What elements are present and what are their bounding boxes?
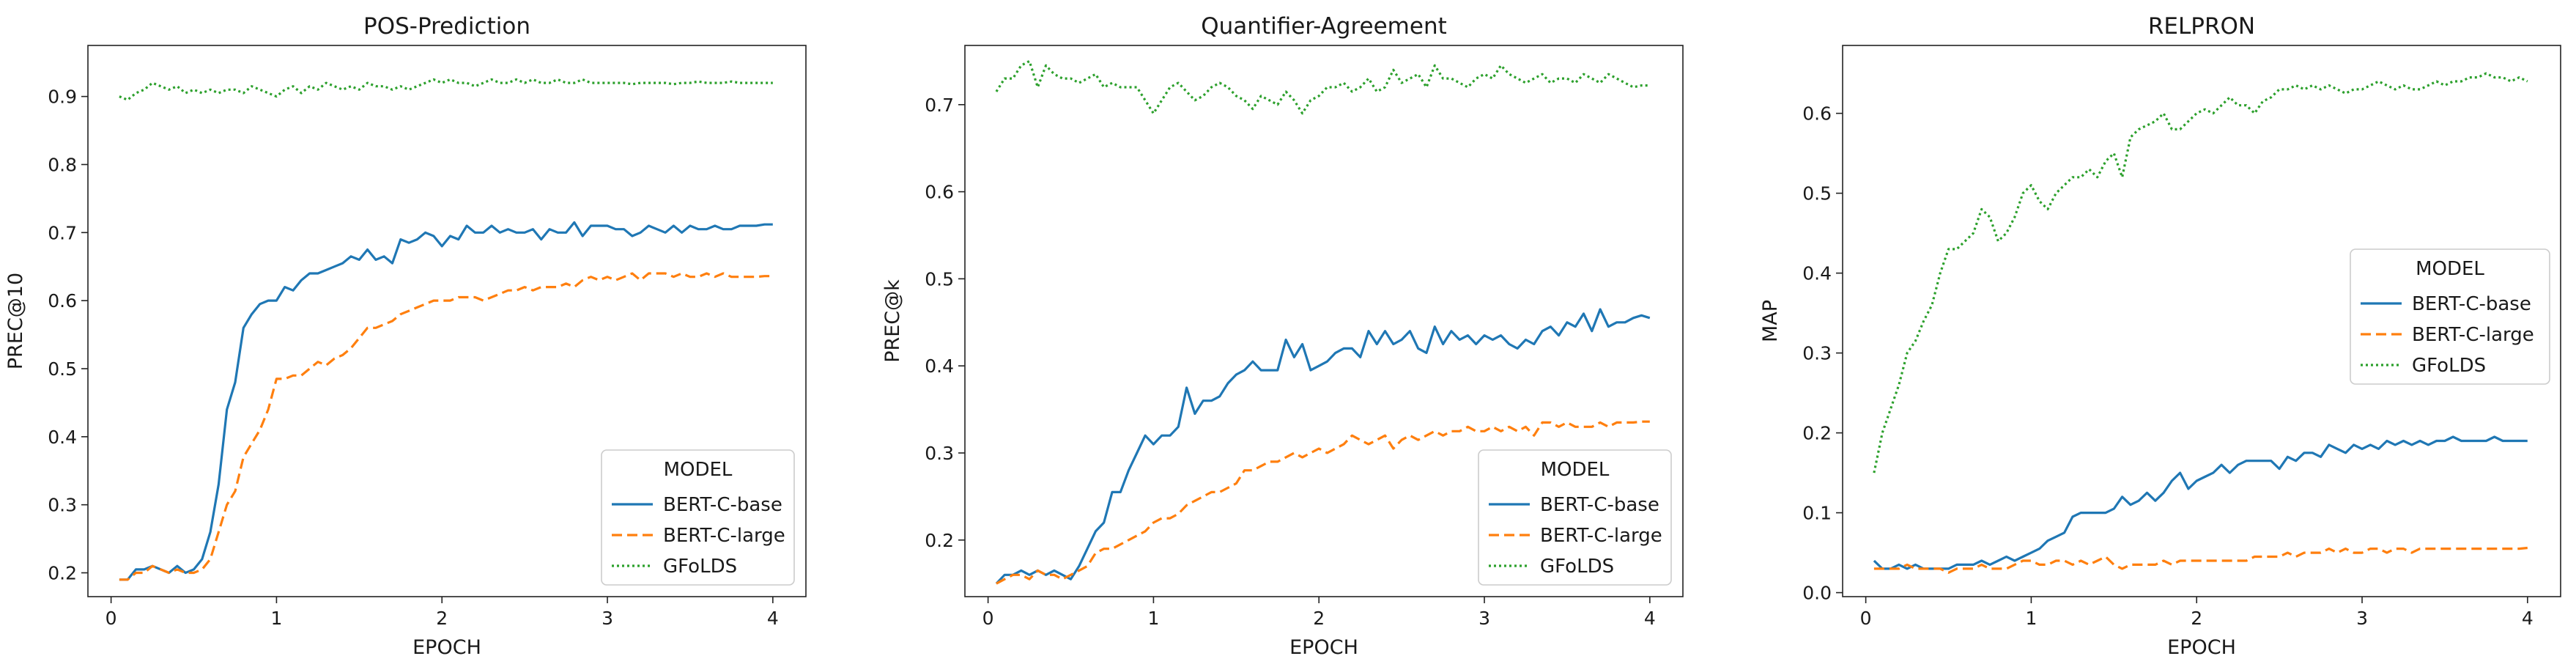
y-tick-label: 0.2 [48,563,77,584]
legend-label: BERT-C-large [663,525,785,547]
x-tick-label: 3 [602,608,613,629]
series-line-bert-c-large [119,272,773,581]
legend: MODEL BERT-C-base BERT-C-large GFoLDS [601,449,795,586]
legend-label: GFoLDS [2412,355,2486,377]
chart-title: Quantifier-Agreement [1201,13,1447,40]
x-tick-label: 1 [2025,608,2037,629]
legend: MODEL BERT-C-base BERT-C-large GFoLDS [1478,449,1672,586]
x-tick-label: 3 [1478,608,1490,629]
series-line-bert-c-base [995,308,1651,585]
x-tick-label: 2 [1313,608,1325,629]
y-tick-label: 0.7 [48,222,77,243]
series-line-bert-c-large [1873,546,2528,574]
y-tick-label: 0.9 [48,86,77,108]
y-tick-label: 0.4 [925,355,954,377]
legend-title: MODEL [1541,459,1610,481]
series-line-gfolds [119,78,773,101]
legend-box [1478,449,1672,586]
x-tick-label: 2 [2191,608,2202,629]
x-tick-label: 0 [106,608,117,629]
y-tick-label: 0.7 [925,95,954,116]
plot-frame [87,45,807,597]
series-line-gfolds [1873,72,2528,473]
y-tick-label: 0.6 [925,182,954,203]
chart-relpron: RELPRON 0 1 2 3 4 0.0 0.1 0.2 0.3 0.4 0.5 0.6 EPOCH MA… [1759,13,2561,659]
y-tick-label: 0.5 [925,268,954,290]
x-tick-label: 4 [1644,608,1656,629]
legend-label: GFoLDS [663,556,737,578]
x-axis-label: EPOCH [412,636,481,659]
x-axis-label: EPOCH [1289,636,1358,659]
x-axis-label: EPOCH [2167,636,2236,659]
legend-label: BERT-C-large [1540,525,1662,547]
legend-label: BERT-C-base [663,494,782,516]
plot-frame [964,45,1684,597]
y-axis-label: MAP [1759,300,1782,342]
legend-label: GFoLDS [1540,556,1614,578]
legend-box [601,449,795,586]
chart-title: POS-Prediction [363,13,530,40]
y-tick-label: 0.5 [48,358,77,380]
x-tick-label: 4 [767,608,779,629]
x-tick-label: 1 [1147,608,1159,629]
y-tick-label: 0.5 [1802,183,1832,204]
y-tick-label: 0.0 [1802,583,1832,604]
y-tick-label: 0.6 [48,290,77,312]
x-tick-label: 1 [270,608,282,629]
series-line-gfolds [995,59,1650,115]
y-tick-label: 0.4 [1802,263,1832,284]
y-tick-label: 0.1 [1802,503,1832,524]
legend-label: BERT-C-base [2412,293,2531,315]
y-tick-label: 0.3 [48,495,77,516]
plot-frame [1842,45,2561,597]
legend: MODEL BERT-C-base BERT-C-large GFoLDS [2350,248,2550,385]
x-tick-label: 3 [2356,608,2368,629]
x-tick-label: 0 [1860,608,1872,629]
chart-quantifier-agreement: Quantifier-Agreement 0 1 2 3 4 0.2 0.3 0.4 0.5 0.6… [881,13,1684,659]
y-axis-label: PREC@10 [4,273,27,369]
legend-box [2350,248,2550,385]
y-tick-label: 0.3 [925,443,954,464]
x-tick-label: 2 [436,608,448,629]
chart-title: RELPRON [2148,13,2255,40]
series-line-bert-c-base [119,221,773,581]
chart-pos-prediction: POS-Prediction 0 1 2 3 4 0.2 0.3 0.4 0.5 0.6 0.7 0.8… [4,13,807,659]
legend-title: MODEL [2416,258,2484,280]
series-line-bert-c-base [1873,435,2528,570]
y-axis-label: PREC@k [881,279,904,363]
y-tick-label: 0.2 [925,530,954,551]
legend-label: BERT-C-large [2412,324,2534,346]
y-tick-label: 0.3 [1802,343,1832,364]
x-tick-label: 4 [2522,608,2534,629]
legend-title: MODEL [664,459,733,481]
x-tick-label: 0 [982,608,994,629]
y-tick-label: 0.6 [1802,103,1832,125]
y-tick-label: 0.2 [1802,423,1832,444]
series-line-bert-c-large [996,420,1650,585]
y-tick-label: 0.8 [48,154,77,175]
legend-label: BERT-C-base [1540,494,1659,516]
y-tick-label: 0.4 [48,427,77,448]
